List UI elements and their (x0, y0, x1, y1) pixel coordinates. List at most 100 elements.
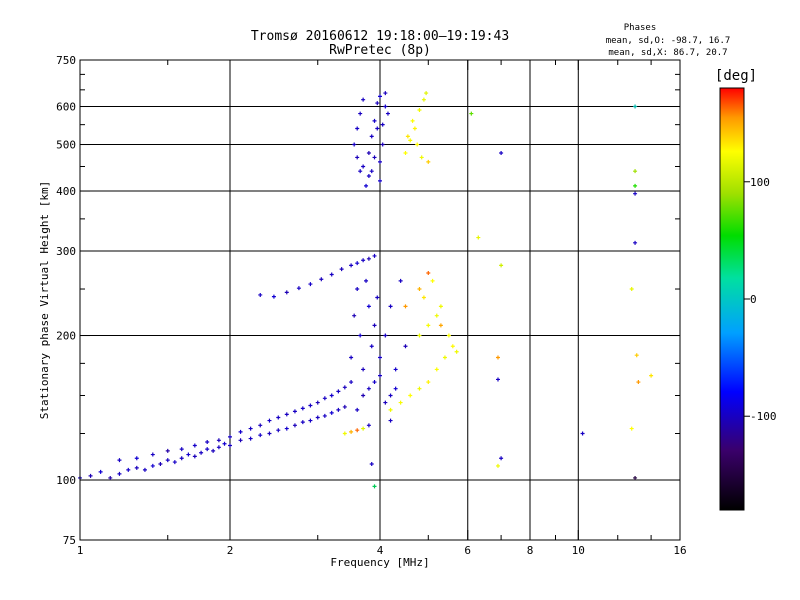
data-point (388, 304, 393, 309)
data-point (117, 471, 122, 476)
data-point (580, 431, 585, 436)
data-point (292, 423, 297, 428)
data-point (476, 235, 481, 240)
data-point (364, 278, 369, 283)
data-point (88, 473, 93, 478)
data-point (369, 169, 374, 174)
data-point (276, 428, 281, 433)
data-point (355, 287, 360, 292)
data-point (349, 355, 354, 360)
data-point (442, 355, 447, 360)
data-point (292, 409, 297, 414)
data-point (258, 423, 263, 428)
data-point (308, 418, 313, 423)
data-point (408, 138, 413, 143)
data-point (165, 448, 170, 453)
data-point (322, 413, 327, 418)
data-point (228, 443, 232, 448)
data-point (369, 461, 374, 466)
data-point (150, 452, 155, 457)
y-tick-label: 100 (56, 474, 76, 487)
data-point (336, 389, 341, 394)
data-point (352, 142, 357, 147)
data-point (383, 91, 388, 96)
data-point (378, 355, 382, 360)
x-tick-label: 6 (464, 544, 471, 557)
data-point (329, 393, 334, 398)
data-point (372, 155, 377, 160)
data-point (419, 155, 424, 160)
y-tick-label: 600 (56, 101, 76, 114)
data-point (383, 333, 388, 338)
data-point (165, 458, 170, 463)
data-point (329, 272, 334, 277)
data-point (361, 367, 366, 372)
colorbar-tick-label: 0 (750, 293, 757, 306)
y-tick-label: 750 (56, 54, 76, 67)
data-point (378, 373, 382, 378)
data-points (78, 91, 654, 489)
data-point (438, 304, 443, 309)
data-point (238, 438, 243, 443)
data-point (222, 441, 227, 446)
stats-o-mode: mean, sd,O: -98.7, 16.7 (606, 36, 731, 46)
data-point (355, 261, 360, 266)
data-point (398, 278, 403, 283)
data-point (649, 373, 654, 378)
y-axis-label: Stationary phase Virtual Height [km] (38, 181, 51, 419)
data-point (417, 108, 422, 113)
data-point (349, 429, 354, 434)
data-point (417, 333, 422, 338)
data-point (410, 118, 415, 123)
data-point (499, 263, 504, 268)
data-point (426, 159, 431, 164)
data-point (372, 253, 377, 258)
data-point (421, 295, 426, 300)
data-point (366, 386, 371, 391)
data-point (126, 467, 131, 472)
data-point (378, 178, 382, 183)
data-point (134, 465, 139, 470)
data-point (228, 434, 232, 439)
data-point (366, 173, 371, 178)
x-tick-label: 1 (77, 544, 84, 557)
data-point (636, 380, 641, 385)
data-point (284, 412, 289, 417)
data-point (322, 396, 327, 401)
data-point (495, 377, 500, 382)
data-point (383, 104, 388, 109)
x-tick-label: 4 (377, 544, 384, 557)
data-point (378, 94, 382, 99)
data-point (426, 323, 431, 328)
y-tick-label: 75 (63, 534, 76, 547)
grid-lines (80, 60, 680, 540)
data-point (142, 467, 147, 472)
data-point (366, 151, 371, 156)
data-point (393, 367, 398, 372)
colorbar (719, 87, 745, 511)
data-point (308, 282, 313, 287)
data-point (495, 463, 500, 468)
data-point (415, 142, 420, 147)
data-point (412, 126, 417, 131)
data-point (372, 380, 377, 385)
colorbar-ticks: 100 0 -100 (744, 176, 777, 423)
data-point (403, 344, 408, 349)
data-point (438, 323, 443, 328)
data-point (358, 169, 363, 174)
data-point (388, 393, 393, 398)
data-point (258, 292, 263, 297)
data-point (248, 436, 253, 441)
data-point (426, 270, 431, 275)
data-point (358, 333, 363, 338)
data-point (271, 294, 276, 299)
data-point (430, 278, 435, 283)
data-point (179, 447, 184, 452)
data-point (629, 426, 634, 431)
data-point (633, 191, 638, 196)
data-point (258, 433, 263, 438)
data-point (417, 287, 422, 292)
data-point (361, 164, 366, 169)
data-point (284, 426, 289, 431)
data-point (388, 407, 393, 412)
